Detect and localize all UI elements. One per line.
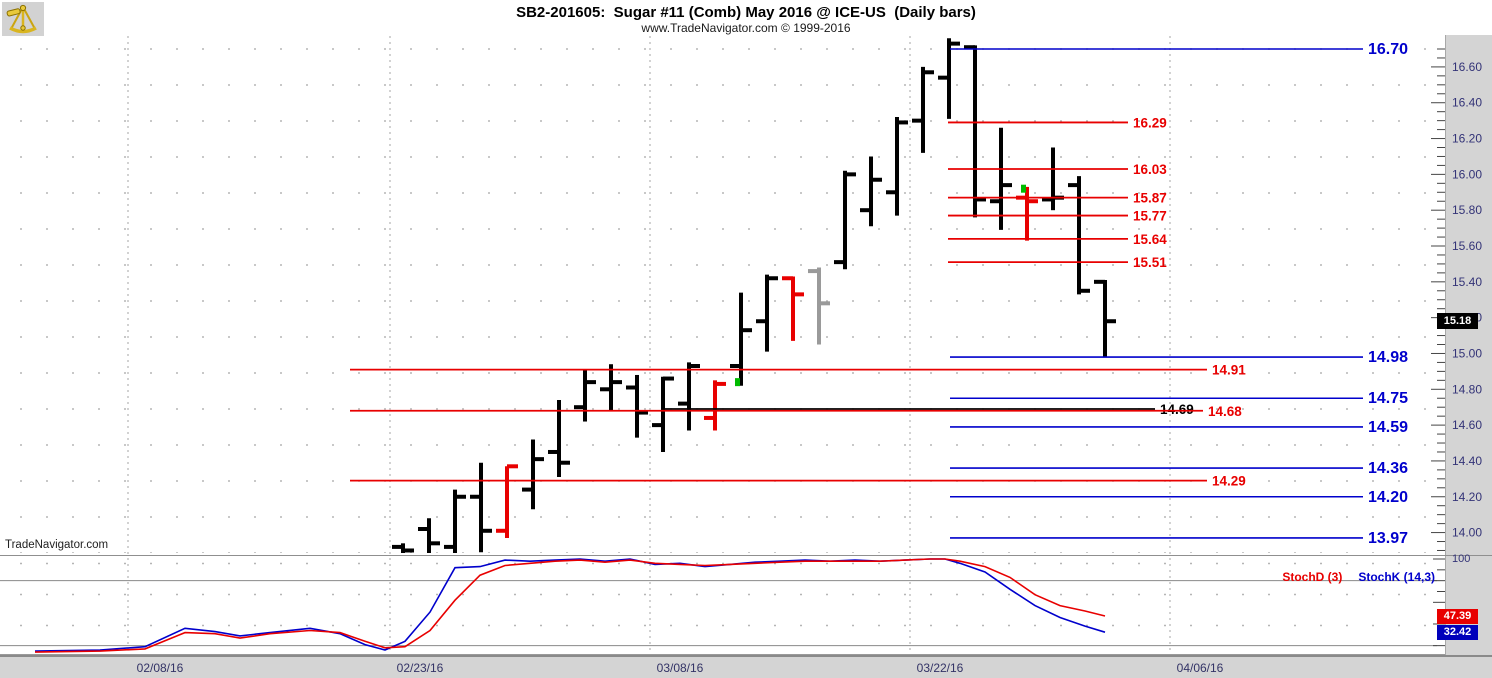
stoch-panel-bottom-border	[0, 654, 1445, 655]
level-label: 14.98	[1368, 349, 1408, 366]
panel-separator	[0, 555, 1492, 556]
level-label: 14.68	[1208, 404, 1242, 419]
price-tick-label: 14.40	[1452, 454, 1482, 468]
level-label: 15.77	[1133, 209, 1167, 224]
price-level-lines: 16.70 16.29 16.03 15.87 15.77 15.64 15.51 14.98…	[350, 41, 1408, 547]
watermark: TradeNavigator.com	[5, 539, 109, 551]
price-tick-label: 14.80	[1452, 382, 1482, 396]
chart-title: SB2-201605: Sugar #11 (Comb) May 2016 @ …	[516, 4, 976, 21]
level-label: 13.97	[1368, 530, 1408, 547]
price-scale[interactable]	[1445, 35, 1492, 657]
stochastic-legend: StochD (3) StochK (14,3)	[1269, 556, 1435, 598]
level-label: 15.64	[1133, 232, 1167, 247]
price-tick-label: 16.40	[1452, 96, 1482, 110]
price-tick-label: 14.00	[1452, 526, 1482, 540]
date-axis-labels: 02/08/16 02/23/16 03/08/16 03/22/16 04/06/16	[137, 661, 1224, 675]
date-label: 03/08/16	[657, 661, 704, 675]
price-tick-label: 15.60	[1452, 239, 1482, 253]
price-tick-label: 14.60	[1452, 418, 1482, 432]
legend-stochd[interactable]: StochD (3)	[1282, 570, 1343, 584]
price-tick-label: 16.20	[1452, 132, 1482, 146]
price-tick-label: 16.60	[1452, 60, 1482, 74]
time-scale[interactable]	[0, 655, 1492, 678]
signal-marker	[1021, 184, 1026, 193]
legend-stochk[interactable]: StochK (14,3)	[1358, 570, 1435, 584]
chart-subtitle: www.TradeNavigator.com © 1999-2016	[641, 21, 851, 35]
last-price-badge: 15.18	[1437, 313, 1478, 330]
level-label: 15.51	[1133, 255, 1167, 270]
price-tick-label: 15.80	[1452, 203, 1482, 217]
date-gridlines	[127, 36, 1171, 654]
date-label: 02/08/16	[137, 661, 184, 675]
price-bars	[392, 38, 1116, 553]
level-label: 16.03	[1133, 162, 1167, 177]
app-logo	[2, 2, 44, 36]
stochd-value-badge: 47.39	[1437, 608, 1478, 624]
level-label: 14.20	[1368, 489, 1408, 506]
level-label: 14.36	[1368, 460, 1408, 477]
signal-marker	[735, 378, 740, 387]
price-tick-label: 15.40	[1452, 275, 1482, 289]
level-label: 14.75	[1368, 390, 1408, 407]
stochk-value-badge: 32.42	[1437, 625, 1478, 641]
stoch-scale-top-label: 100	[1452, 553, 1471, 565]
price-tick-label: 14.20	[1452, 490, 1482, 504]
level-label: 16.70	[1368, 41, 1408, 58]
level-label: 15.87	[1133, 191, 1167, 206]
date-label: 04/06/16	[1177, 661, 1224, 675]
level-label: 14.29	[1212, 474, 1246, 489]
level-label: 14.59	[1368, 419, 1408, 436]
price-tick-label: 15.00	[1452, 346, 1482, 360]
level-label: 14.69	[1160, 402, 1194, 417]
stochd-line	[34, 558, 1106, 653]
price-panel-background	[0, 36, 1437, 553]
price-tick-label: 16.00	[1452, 167, 1482, 181]
date-label: 02/23/16	[397, 661, 444, 675]
date-label: 03/22/16	[917, 661, 964, 675]
stochastic-plot	[0, 558, 1437, 653]
stochk-line	[34, 558, 1106, 652]
level-label: 14.91	[1212, 363, 1246, 378]
level-label: 16.29	[1133, 115, 1167, 130]
sextant-logo-icon	[6, 4, 37, 34]
